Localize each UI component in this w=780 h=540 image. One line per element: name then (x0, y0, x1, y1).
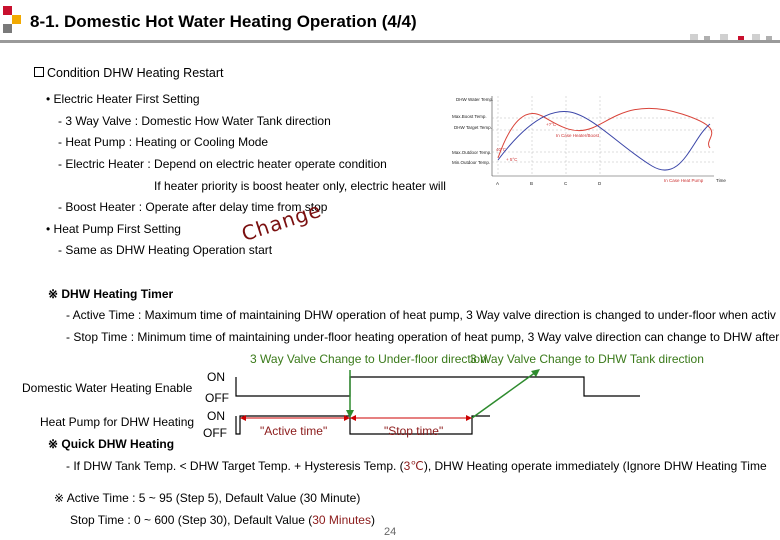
graph-annotation: In Case Heater/Boost (556, 133, 600, 138)
checkbox-bullet-icon (34, 67, 44, 77)
heatpump-first-line: - Same as DHW Heating Operation start (58, 243, 273, 257)
electric-first-line: If heater priority is boost heater only,… (154, 179, 446, 193)
electric-first-line: - Heat Pump : Heating or Cooling Mode (58, 135, 269, 149)
graph-xtick: C (564, 181, 568, 186)
electric-first-line: - Boost Heater : Operate after delay tim… (58, 200, 328, 214)
header-rule (0, 40, 780, 43)
arrow-dhw-head (531, 369, 540, 377)
graph-xtick: A (496, 181, 499, 186)
page-number: 24 (384, 526, 397, 538)
row2-on: ON (207, 409, 225, 423)
electric-first-heading: • Electric Heater First Setting (46, 92, 200, 106)
graph-series-heater (497, 107, 713, 159)
graph-xtick: D (598, 181, 602, 186)
graph-annotation: +?°C (546, 122, 557, 127)
arrow-underfloor-head (346, 410, 354, 418)
graph-annotation: In Case Heat Pump (664, 178, 704, 183)
graph-ylabel: DHW Water Temp. (456, 97, 493, 102)
graph-xaxis-label: Time (716, 178, 726, 183)
active-time-label: "Active time" (260, 424, 328, 438)
row1-label: Domestic Water Heating Enable (22, 381, 193, 395)
stop-range-line: Stop Time : 0 ~ 600 (Step 30), Default V… (70, 513, 375, 527)
active-range-line: ※ Active Time : 5 ~ 95 (Step 5), Default… (54, 491, 361, 505)
timer-stop-line: - Stop Time : Minimum time of maintainin… (66, 330, 780, 344)
graph-gridlines (492, 96, 714, 176)
graph-annotation: + 5°C (506, 157, 518, 162)
arrow-dhw (471, 371, 537, 419)
timer-active-line: - Active Time : Maximum time of maintain… (66, 308, 776, 322)
graph-ylabel: Min.Outdoor Temp. (452, 160, 490, 165)
row1-off: OFF (205, 391, 229, 405)
timer-heading: ※ DHW Heating Timer (48, 287, 174, 301)
row1-signal (235, 376, 640, 397)
graph-xtick: B (530, 181, 533, 186)
brand-logo (3, 6, 21, 33)
electric-first-line: - Electric Heater : Depend on electric h… (58, 157, 387, 171)
graph-ylabel: Max.Outdoor Temp. (452, 150, 491, 155)
stop-time-label: "Stop time" (384, 424, 444, 438)
graph-ylabel: Max.Boost Temp. (452, 114, 487, 119)
electric-first-line: - 3 Way Valve : Domestic How Water Tank … (58, 114, 331, 128)
header-decoration (690, 34, 772, 42)
quick-condition-line: - If DHW Tank Temp. < DHW Target Temp. +… (66, 459, 767, 473)
section-heading: Condition DHW Heating Restart (34, 66, 223, 80)
graph-series-heatpump (497, 111, 711, 171)
timing-diagram (235, 369, 640, 435)
note-underfloor: 3 Way Valve Change to Under-floor direct… (250, 352, 487, 366)
row1-on: ON (207, 370, 225, 384)
note-dhw: 3 Way Valve Change to DHW Tank direction (470, 352, 704, 366)
graph-ylabel: DHW Target Temp. (454, 125, 492, 130)
heatpump-first-heading: • Heat Pump First Setting (46, 222, 181, 236)
row2-label: Heat Pump for DHW Heating (40, 415, 195, 429)
temperature-graph: DHW Water Temp. Max.Boost Temp. DHW Targ… (452, 96, 726, 186)
page-title: 8-1. Domestic Hot Water Heating Operatio… (30, 12, 417, 31)
quick-heading: ※ Quick DHW Heating (48, 437, 175, 451)
row2-off: OFF (203, 426, 227, 440)
